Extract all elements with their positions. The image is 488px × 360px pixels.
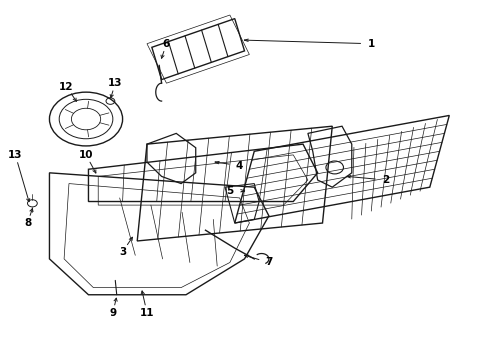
Text: 5: 5 <box>226 186 233 196</box>
Text: 11: 11 <box>140 308 154 318</box>
Text: 3: 3 <box>119 247 126 257</box>
Text: 10: 10 <box>79 150 93 160</box>
Text: 7: 7 <box>264 257 272 267</box>
Text: 4: 4 <box>235 161 243 171</box>
Text: 1: 1 <box>367 39 374 49</box>
Text: 2: 2 <box>382 175 389 185</box>
Text: 9: 9 <box>109 308 116 318</box>
Text: 12: 12 <box>59 82 74 92</box>
Text: 13: 13 <box>8 150 22 160</box>
Text: 6: 6 <box>163 39 170 49</box>
Text: 8: 8 <box>24 218 31 228</box>
Text: 13: 13 <box>108 78 122 88</box>
